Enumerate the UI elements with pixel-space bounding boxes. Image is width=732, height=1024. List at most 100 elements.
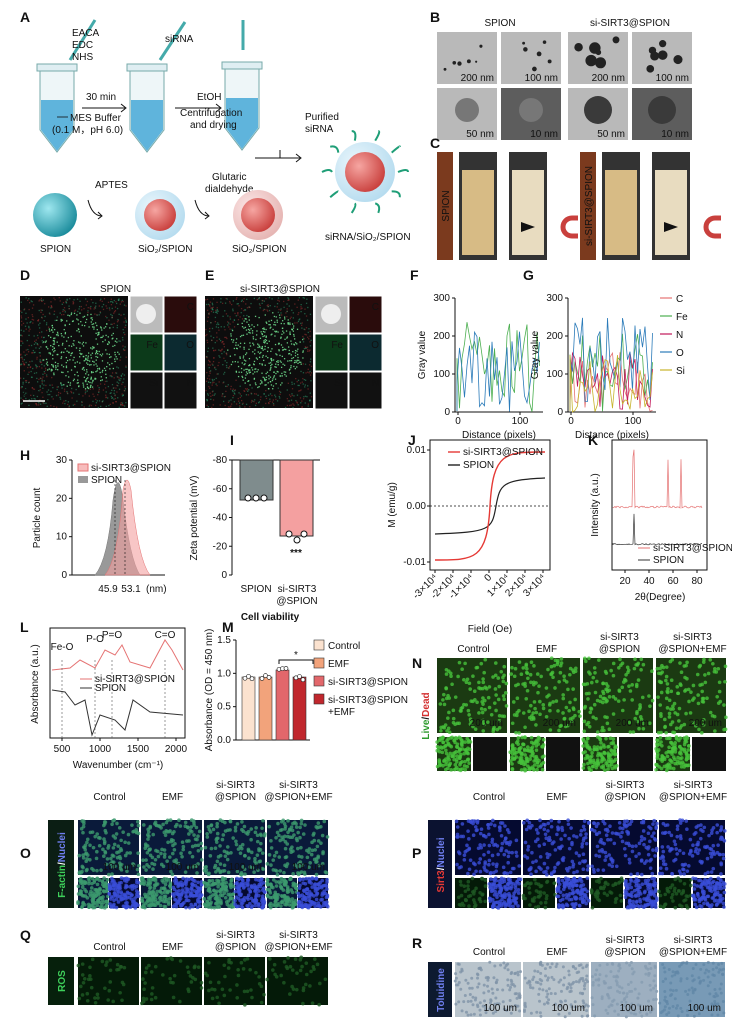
shape	[266, 304, 268, 307]
shape	[209, 846, 214, 851]
shape	[91, 319, 93, 321]
shape	[322, 819, 327, 824]
shape	[611, 661, 616, 666]
shape	[102, 876, 106, 880]
shape	[45, 358, 48, 361]
shape	[284, 373, 286, 376]
shape	[249, 905, 254, 910]
shape	[130, 884, 135, 889]
shape	[231, 389, 234, 392]
shape	[289, 333, 291, 335]
shape	[42, 401, 44, 403]
shape	[213, 846, 218, 851]
shape	[232, 310, 234, 312]
shape	[54, 319, 56, 322]
shape	[104, 326, 107, 328]
shape	[20, 310, 22, 312]
shape	[39, 361, 42, 364]
shape	[36, 358, 38, 360]
shape	[72, 392, 75, 394]
tem-image	[437, 32, 497, 84]
shape	[235, 876, 239, 881]
shape	[555, 832, 559, 837]
shape	[641, 662, 646, 667]
shape	[252, 351, 254, 353]
shape	[52, 354, 54, 356]
shape	[35, 339, 37, 341]
shape	[128, 905, 133, 910]
shape	[87, 374, 90, 376]
shape	[230, 333, 232, 335]
shape	[71, 320, 74, 323]
shape	[601, 756, 605, 760]
sirna-strand	[350, 202, 357, 214]
shape	[559, 657, 564, 661]
shape	[206, 399, 209, 401]
shape	[677, 760, 682, 765]
shape	[123, 304, 126, 306]
shape	[283, 332, 285, 334]
shape	[215, 326, 218, 328]
shape	[495, 862, 499, 867]
shape	[259, 307, 261, 309]
shape	[447, 710, 451, 715]
column-heading: Control	[93, 792, 125, 803]
shape	[242, 675, 248, 681]
shape	[152, 862, 157, 867]
shape	[533, 763, 537, 767]
shape	[591, 758, 596, 763]
shape	[654, 747, 658, 751]
shape	[113, 398, 115, 400]
label: 10 nm	[661, 129, 689, 140]
shape	[717, 680, 722, 685]
shape	[616, 699, 621, 703]
shape	[221, 833, 226, 837]
shape	[287, 400, 289, 402]
shape	[474, 665, 479, 670]
shape	[546, 667, 550, 672]
shape	[235, 342, 237, 344]
shape	[478, 890, 482, 895]
shape	[512, 674, 517, 679]
shape	[285, 890, 290, 895]
shape	[146, 837, 150, 841]
shape	[612, 759, 617, 763]
shape	[221, 349, 223, 351]
shape	[673, 55, 683, 65]
shape	[77, 319, 79, 321]
x-tick-label: 500	[54, 744, 71, 755]
shape	[42, 299, 44, 301]
panel-label: L	[20, 619, 29, 635]
shape	[245, 883, 250, 888]
shape	[286, 389, 288, 391]
shape	[49, 353, 52, 355]
shape	[276, 354, 278, 356]
shape	[532, 66, 537, 72]
shape	[564, 705, 569, 710]
shape	[59, 398, 62, 400]
label: APTES	[95, 180, 128, 191]
shape	[88, 326, 90, 328]
shape	[39, 299, 41, 301]
shape	[265, 339, 268, 342]
shape	[105, 888, 109, 893]
shape	[285, 375, 287, 377]
shape	[91, 382, 93, 384]
shape	[606, 767, 610, 771]
shape	[249, 364, 251, 366]
shape	[264, 384, 266, 386]
shape	[241, 362, 243, 364]
shape	[243, 346, 245, 348]
shape	[50, 370, 52, 372]
shape	[500, 714, 504, 718]
shape	[534, 710, 539, 715]
shape	[520, 735, 524, 740]
shape	[199, 841, 204, 846]
shape	[609, 748, 613, 752]
shape	[119, 838, 123, 843]
shape	[207, 364, 210, 366]
shape	[141, 823, 146, 827]
shape	[63, 336, 65, 338]
shape	[254, 371, 256, 373]
shape	[266, 675, 272, 680]
